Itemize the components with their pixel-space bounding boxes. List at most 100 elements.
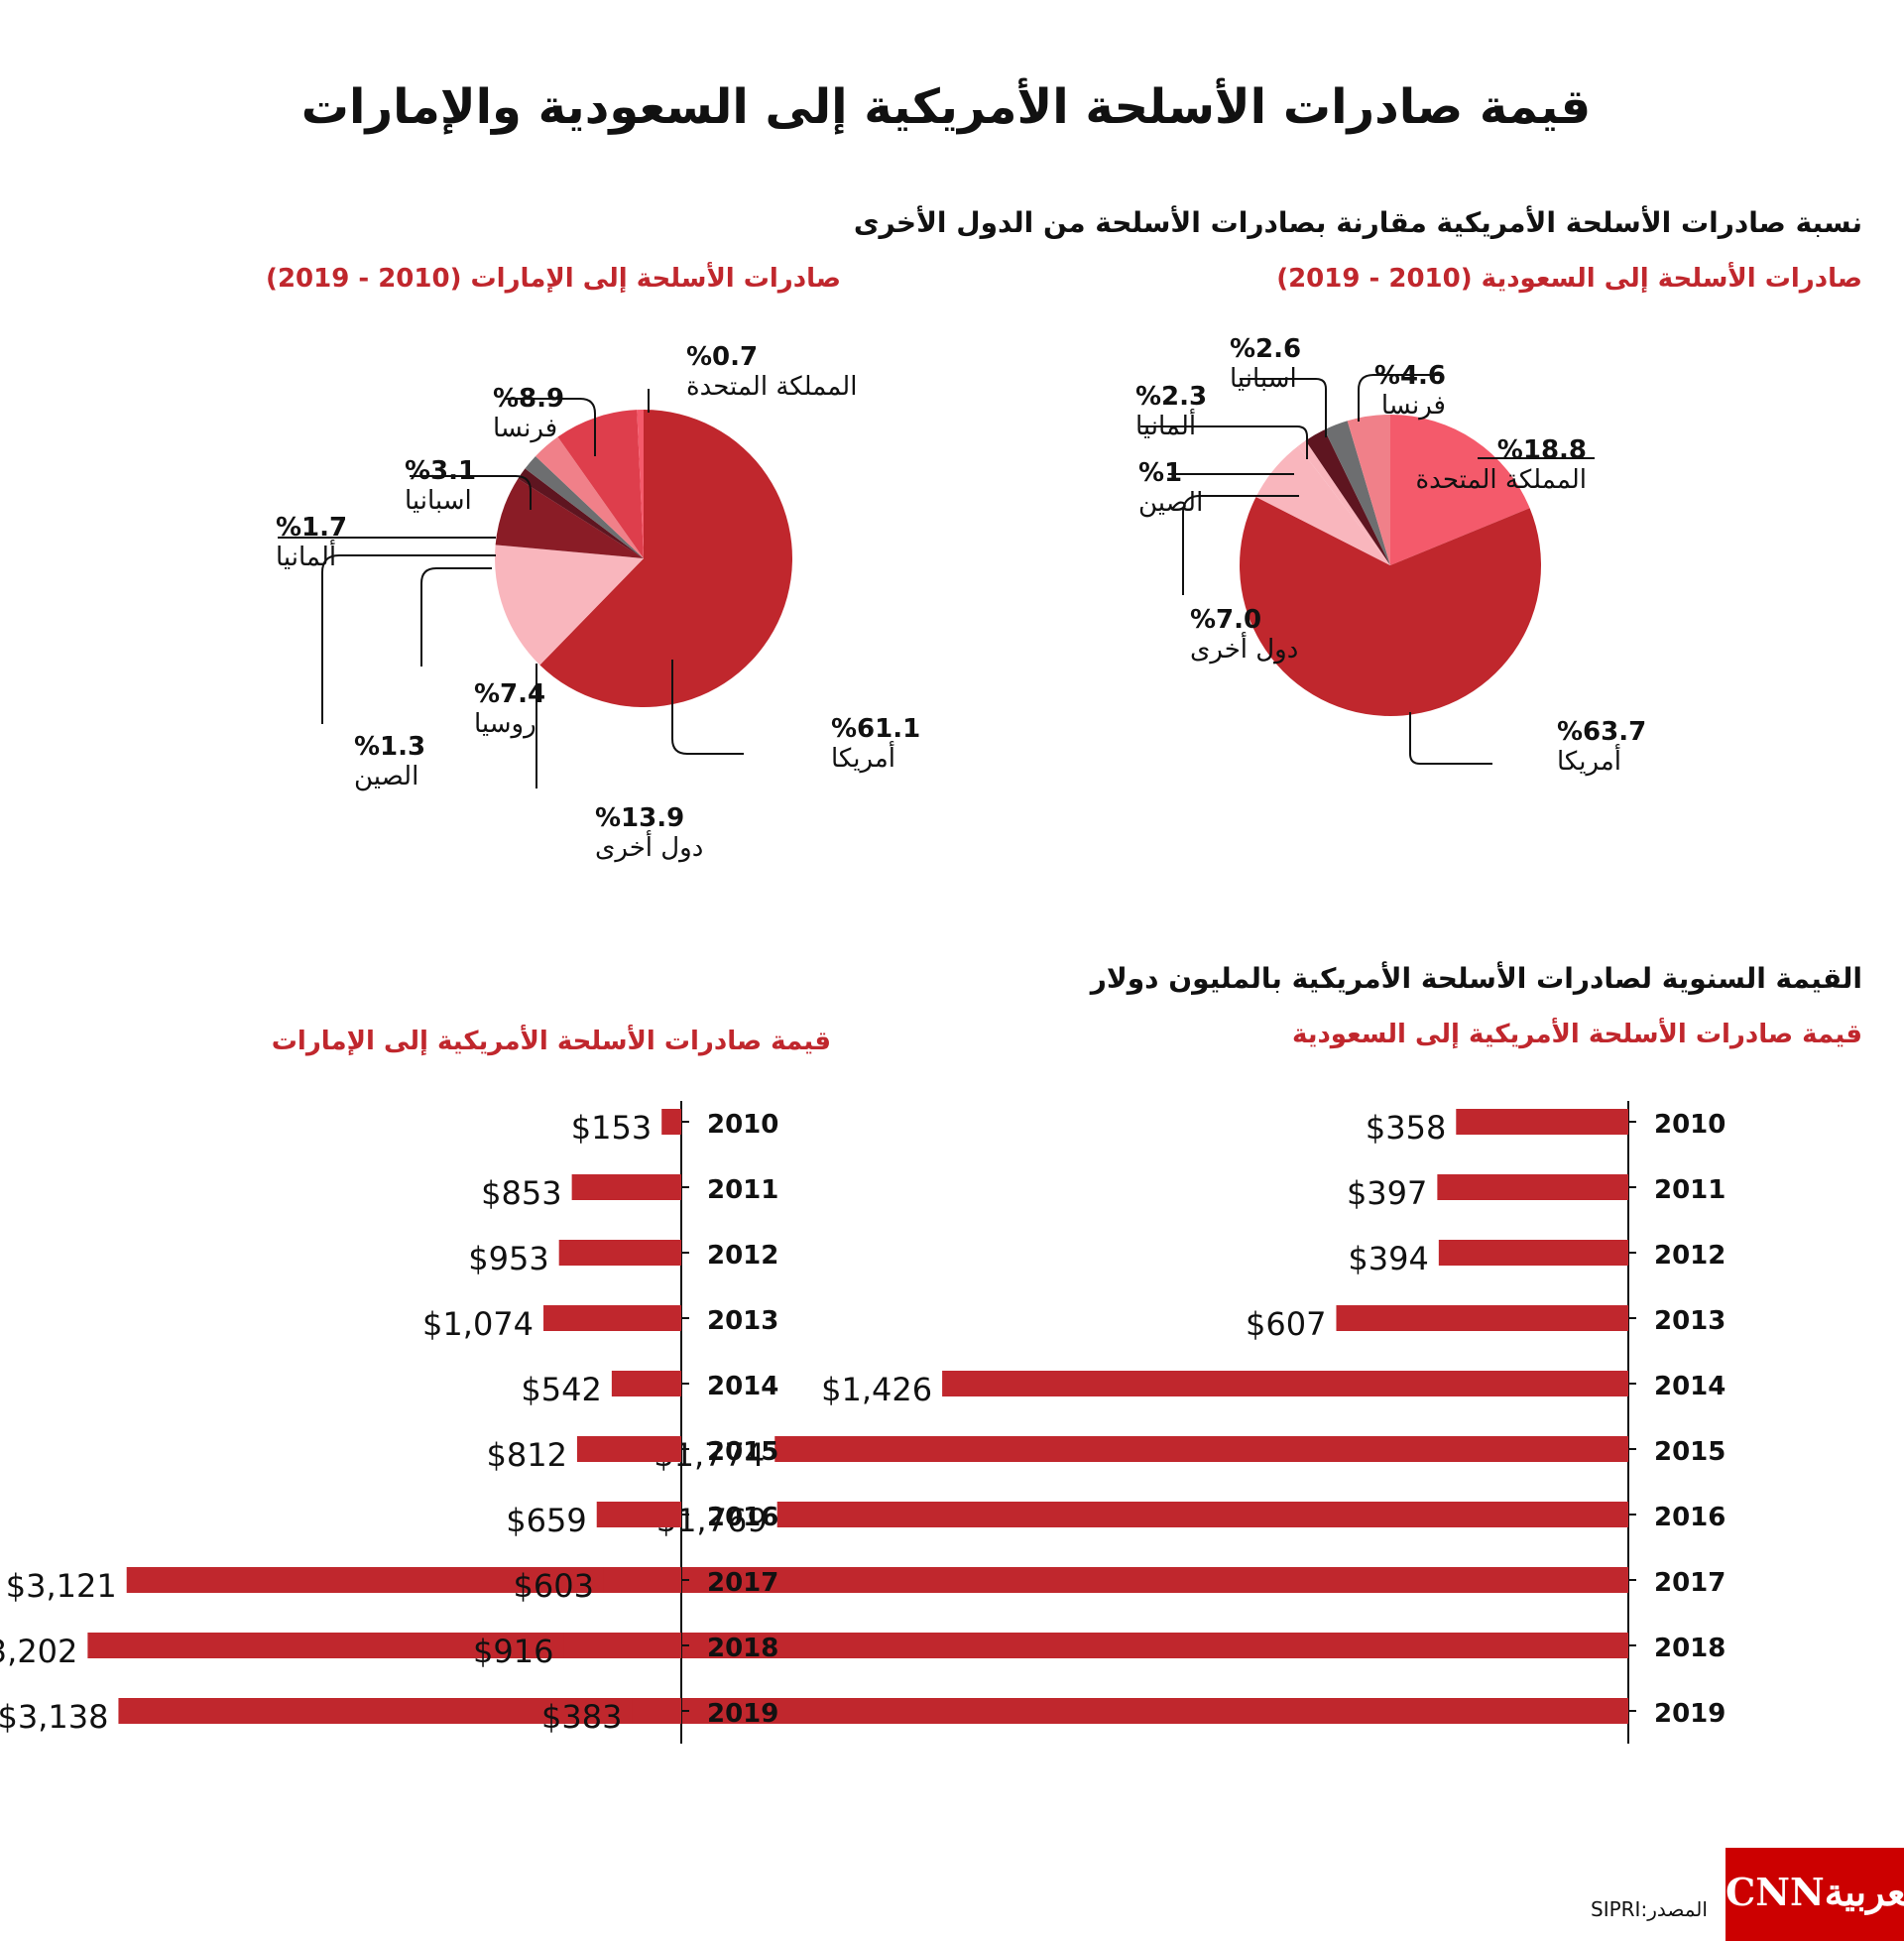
saudi-bar-bar-3 <box>1336 1305 1628 1331</box>
pie-section-title: نسبة صادرات الأسلحة الأمريكية مقارنة بصا… <box>853 206 1862 239</box>
uae-pie-name-label-3: الصين <box>354 762 418 791</box>
uae-pie-name-label-6: فرنسا <box>493 414 557 443</box>
uae-pie-slice-1 <box>494 545 644 666</box>
saudi-pie-value-label-6: %4.6 <box>1374 361 1446 391</box>
saudi-pie-leader-4 <box>1140 425 1308 459</box>
saudi-pie-slice-5 <box>1324 421 1390 565</box>
saudi-bar-year-label-5: 2015 <box>1654 1437 1726 1467</box>
saudi-bar-title: قيمة صادرات الأسلحة الأمريكية إلى السعود… <box>1291 1020 1862 1049</box>
uae-bar-bar-0 <box>661 1109 681 1135</box>
saudi-bar-value-label-3: $607 <box>1246 1305 1326 1343</box>
uae-bar-value-label-6: $659 <box>506 1502 586 1539</box>
logo-text: CNNبالعربية <box>1726 1870 1904 1914</box>
uae-bar-year-label-5: 2015 <box>707 1437 778 1467</box>
saudi-pie-slice-3 <box>1297 440 1390 565</box>
uae-pie-name-label-2: روسيا <box>474 709 536 739</box>
uae-bar-bar-4 <box>611 1371 681 1396</box>
uae-pie-name-label-1: دول أخرى <box>595 829 703 863</box>
saudi-pie-slice-4 <box>1305 429 1390 565</box>
saudi-pie-leader-1 <box>1409 712 1492 765</box>
uae-pie-slice-7 <box>637 410 644 558</box>
saudi-pie-slice-1 <box>1240 496 1542 717</box>
uae-pie-slice-3 <box>518 468 644 558</box>
uae-pie-value-label-3: %1.3 <box>354 732 425 762</box>
saudi-pie-value-label-3: %1 <box>1138 458 1182 488</box>
uae-pie-value-label-6: %8.9 <box>493 384 564 414</box>
saudi-bar-year-label-1: 2011 <box>1654 1175 1726 1205</box>
uae-pie-leader-0 <box>671 660 744 755</box>
saudi-pie-value-label-1: %63.7 <box>1557 717 1646 747</box>
page-title: قيمة صادرات الأسلحة الأمريكية إلى السعود… <box>300 79 1592 135</box>
saudi-pie-value-label-5: %2.6 <box>1230 334 1301 364</box>
bar-section-title: القيمة السنوية لصادرات الأسلحة الأمريكية… <box>1090 962 1862 995</box>
saudi-pie-name-label-1: أمريكا <box>1557 743 1621 777</box>
saudi-pie-name-label-3: الصين <box>1138 488 1203 518</box>
saudi-bar-bar-5 <box>774 1436 1628 1462</box>
uae-bar-year-label-0: 2010 <box>707 1110 778 1140</box>
saudi-bar-value-label-4: $1,426 <box>821 1371 932 1408</box>
saudi-pie-leader-6 <box>1358 374 1443 422</box>
uae-pie-name-label-7: المملكة المتحدة <box>686 372 857 402</box>
uae-bar-title: قيمة صادرات الأسلحة الأمريكية إلى الإمار… <box>271 1027 831 1056</box>
saudi-bar-value-label-9: $3,138 <box>0 1698 108 1736</box>
saudi-bar-bar-9 <box>118 1698 1629 1724</box>
cnn-arabic-logo: CNNبالعربية <box>1726 1848 1904 1941</box>
uae-pie-slice-2 <box>495 478 644 558</box>
saudi-bar-bar-8 <box>87 1633 1628 1658</box>
saudi-bar-year-label-9: 2019 <box>1654 1699 1726 1729</box>
uae-bar-year-label-2: 2012 <box>707 1241 778 1271</box>
saudi-pie-title: صادرات الأسلحة إلى السعودية (2010 - 2019… <box>1276 264 1862 294</box>
uae-bar-year-label-8: 2018 <box>707 1634 778 1663</box>
saudi-pie-slice-6 <box>1347 415 1390 565</box>
uae-bar-value-label-3: $1,074 <box>422 1305 534 1343</box>
uae-pie-value-label-0: %61.1 <box>831 714 920 744</box>
uae-bar-value-label-0: $153 <box>571 1109 652 1147</box>
uae-bar-year-label-9: 2019 <box>707 1699 778 1729</box>
saudi-pie-name-label-2: دول أخرى <box>1190 631 1298 665</box>
saudi-bar-year-label-2: 2012 <box>1654 1241 1726 1271</box>
saudi-bar-year-label-0: 2010 <box>1654 1110 1726 1140</box>
saudi-pie-name-label-5: اسبانيا <box>1230 364 1297 394</box>
uae-bar-value-label-5: $812 <box>486 1436 566 1474</box>
uae-pie-slice-6 <box>557 410 644 558</box>
uae-bar-year-label-6: 2016 <box>707 1503 778 1532</box>
uae-pie-slice-5 <box>536 436 644 558</box>
uae-bar-bar-1 <box>571 1174 681 1200</box>
uae-bar-year-label-1: 2011 <box>707 1175 778 1205</box>
saudi-bar-year-label-6: 2016 <box>1654 1503 1726 1532</box>
saudi-pie-value-label-0: %18.8 <box>1497 435 1587 465</box>
uae-pie-name-label-0: أمريكا <box>831 740 895 774</box>
saudi-pie-slice-0 <box>1390 415 1530 565</box>
saudi-bar-year-label-4: 2014 <box>1654 1372 1726 1401</box>
uae-pie-value-label-1: %13.9 <box>595 803 684 833</box>
uae-bar-value-label-9: $383 <box>541 1698 622 1736</box>
uae-pie-leader-3 <box>321 554 496 724</box>
saudi-bar-year-label-3: 2013 <box>1654 1306 1726 1336</box>
uae-bar-year-label-3: 2013 <box>707 1306 778 1336</box>
saudi-bar-bar-7 <box>126 1567 1629 1593</box>
uae-bar-bar-3 <box>543 1305 681 1331</box>
saudi-bar-value-label-2: $394 <box>1348 1240 1428 1277</box>
saudi-bar-year-label-8: 2018 <box>1654 1634 1726 1663</box>
uae-bar-value-label-8: $916 <box>473 1633 553 1670</box>
saudi-bar-value-label-8: $3,202 <box>0 1633 77 1670</box>
source-note: المصدر:SIPRI <box>1591 1897 1708 1921</box>
uae-bar-value-label-2: $953 <box>468 1240 548 1277</box>
uae-bar-bar-6 <box>596 1502 681 1527</box>
uae-bar-bar-5 <box>576 1436 681 1462</box>
saudi-bar-year-label-7: 2017 <box>1654 1568 1726 1598</box>
uae-pie-leader-5 <box>410 475 532 510</box>
uae-bar-value-label-4: $542 <box>521 1371 601 1408</box>
saudi-pie-name-label-6: فرنسا <box>1381 391 1446 421</box>
saudi-bar-value-label-1: $397 <box>1347 1174 1427 1212</box>
uae-pie-leader-6 <box>504 398 596 456</box>
saudi-pie-leader-5 <box>1240 378 1327 437</box>
saudi-bar-bar-2 <box>1438 1240 1628 1266</box>
saudi-pie-slice-2 <box>1255 445 1390 565</box>
saudi-bar-value-label-0: $358 <box>1366 1109 1446 1147</box>
saudi-pie-leader-2 <box>1182 495 1299 595</box>
uae-bar-year-label-7: 2017 <box>707 1568 778 1598</box>
saudi-bar-bar-4 <box>942 1371 1628 1396</box>
saudi-bar-value-label-7: $3,121 <box>6 1567 117 1605</box>
